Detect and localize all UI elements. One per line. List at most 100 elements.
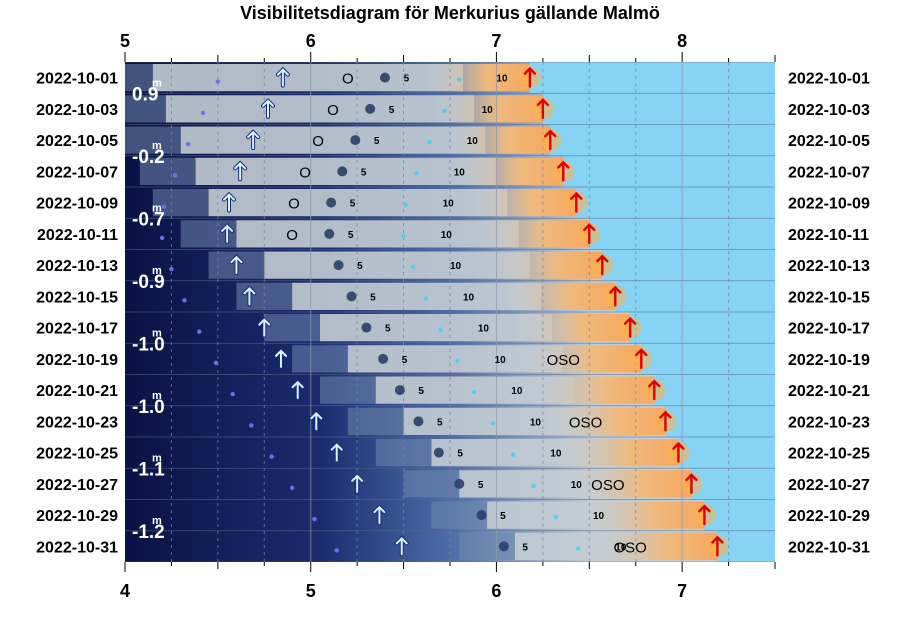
sunrise-arrow bbox=[693, 504, 716, 527]
altitude-label-10: 10 bbox=[450, 261, 462, 272]
sunrise-arrow-shape bbox=[685, 473, 698, 495]
altitude-label-5: 5 bbox=[357, 261, 363, 272]
sunrise-arrows bbox=[518, 66, 729, 558]
row-early-twilight bbox=[139, 157, 196, 185]
day-row bbox=[180, 218, 775, 250]
date-label-right: 2022-10-03 bbox=[788, 102, 870, 119]
bottom-axis: 4 5 6 7 bbox=[120, 562, 776, 601]
sunrise-arrow bbox=[604, 285, 627, 308]
sunrise-arrow bbox=[552, 160, 575, 183]
sunrise-arrow bbox=[531, 97, 554, 120]
date-label-left: 2022-10-15 bbox=[36, 289, 118, 306]
row-early-twilight bbox=[125, 95, 166, 123]
planet-arrow bbox=[223, 193, 235, 212]
direction-label: OSO bbox=[547, 352, 580, 369]
top-tick-label: 7 bbox=[491, 31, 501, 51]
chart-title: Visibilitetsdiagram för Merkurius gällan… bbox=[240, 3, 660, 23]
magnitude-value: -1.1 bbox=[132, 459, 165, 480]
magnitude-label: -0.7m bbox=[132, 202, 165, 230]
day-row bbox=[320, 374, 775, 406]
altitude-dot-5 bbox=[333, 260, 344, 271]
magnitude-unit: m bbox=[152, 390, 162, 402]
altitude-label-10: 10 bbox=[478, 324, 490, 335]
path-dot bbox=[414, 171, 419, 176]
path-dot bbox=[159, 235, 165, 241]
path-dot bbox=[510, 452, 516, 457]
planet-rise-arrow bbox=[261, 98, 275, 119]
altitude-dot-5 bbox=[476, 510, 487, 521]
sunrise-arrow-shape bbox=[583, 223, 596, 245]
day-row bbox=[292, 343, 775, 375]
row-daylight bbox=[563, 155, 775, 187]
path-dot bbox=[334, 548, 339, 553]
altitude-dot-5 bbox=[413, 416, 424, 427]
date-label-left: 2022-10-03 bbox=[36, 102, 118, 119]
row-dawn-band bbox=[423, 64, 530, 92]
path-dot bbox=[289, 485, 295, 491]
direction-label: OSO bbox=[613, 539, 646, 556]
path-dot bbox=[442, 108, 447, 114]
row-daylight bbox=[704, 499, 775, 531]
altitude-label-5: 5 bbox=[361, 167, 367, 178]
path-dot bbox=[490, 421, 495, 426]
path-dot bbox=[471, 389, 477, 395]
sunrise-arrow-shape bbox=[635, 348, 648, 370]
sunrise-arrow bbox=[518, 66, 541, 89]
date-label-left: 2022-10-07 bbox=[36, 164, 118, 181]
row-daylight bbox=[665, 405, 775, 437]
magnitude-label: -0.9m bbox=[132, 265, 165, 293]
planet-arrow bbox=[234, 161, 247, 181]
planet-rise-arrow bbox=[309, 410, 324, 432]
magnitude-unit: m bbox=[152, 140, 162, 152]
bottom-tick-label: 4 bbox=[120, 581, 130, 601]
date-label-right: 2022-10-19 bbox=[788, 352, 870, 369]
altitude-label-5: 5 bbox=[348, 230, 354, 241]
path-dot bbox=[182, 298, 187, 303]
path-dot bbox=[249, 423, 254, 428]
row-dawn-band bbox=[567, 470, 692, 498]
magnitude-unit: m bbox=[152, 265, 162, 277]
planet-rise-arrow bbox=[220, 223, 235, 244]
path-dot bbox=[427, 139, 432, 145]
magnitude-label: -0.2m bbox=[132, 140, 165, 168]
planet-arrow bbox=[262, 99, 274, 118]
path-dot bbox=[401, 233, 406, 239]
sunrise-arrow bbox=[654, 410, 677, 433]
planet-rise-arrow bbox=[372, 504, 387, 526]
date-label-right: 2022-10-25 bbox=[788, 446, 870, 463]
top-axis: 5 6 7 8 bbox=[120, 31, 776, 62]
altitude-label-10: 10 bbox=[454, 167, 466, 178]
sunrise-arrow-shape bbox=[596, 254, 609, 276]
day-row bbox=[125, 93, 775, 125]
day-row bbox=[264, 312, 775, 344]
planet-rise-arrow bbox=[350, 473, 365, 494]
direction-label: O bbox=[286, 227, 298, 244]
date-label-left: 2022-10-17 bbox=[36, 321, 118, 338]
altitude-dot-5 bbox=[365, 103, 376, 114]
magnitude-label: -1.1m bbox=[132, 452, 165, 480]
row-daylight bbox=[641, 343, 775, 375]
direction-label: O bbox=[342, 71, 354, 88]
magnitude-unit: m bbox=[152, 77, 162, 89]
path-dot bbox=[455, 358, 460, 364]
top-tick-label: 6 bbox=[306, 31, 316, 51]
date-label-left: 2022-10-21 bbox=[36, 383, 118, 400]
altitude-dot-5 bbox=[350, 135, 361, 146]
sunrise-arrow bbox=[680, 472, 703, 495]
row-daylight bbox=[615, 280, 775, 312]
row-twilight-band bbox=[208, 189, 508, 217]
sunrise-arrow bbox=[643, 379, 666, 402]
altitude-label-5: 5 bbox=[350, 199, 356, 210]
date-label-left: 2022-10-27 bbox=[36, 477, 118, 494]
date-label-left: 2022-10-05 bbox=[36, 133, 118, 150]
day-row bbox=[347, 405, 775, 437]
magnitude-unit: m bbox=[152, 202, 162, 214]
altitude-label-5: 5 bbox=[478, 480, 484, 491]
magnitude-value: -1.2 bbox=[132, 522, 165, 543]
altitude-dot-5 bbox=[326, 197, 337, 208]
date-label-right: 2022-10-31 bbox=[788, 539, 870, 556]
path-dot bbox=[269, 454, 274, 459]
row-dawn-band bbox=[512, 314, 631, 342]
row-early-twilight bbox=[152, 189, 209, 217]
date-label-left: 2022-10-01 bbox=[36, 71, 118, 88]
